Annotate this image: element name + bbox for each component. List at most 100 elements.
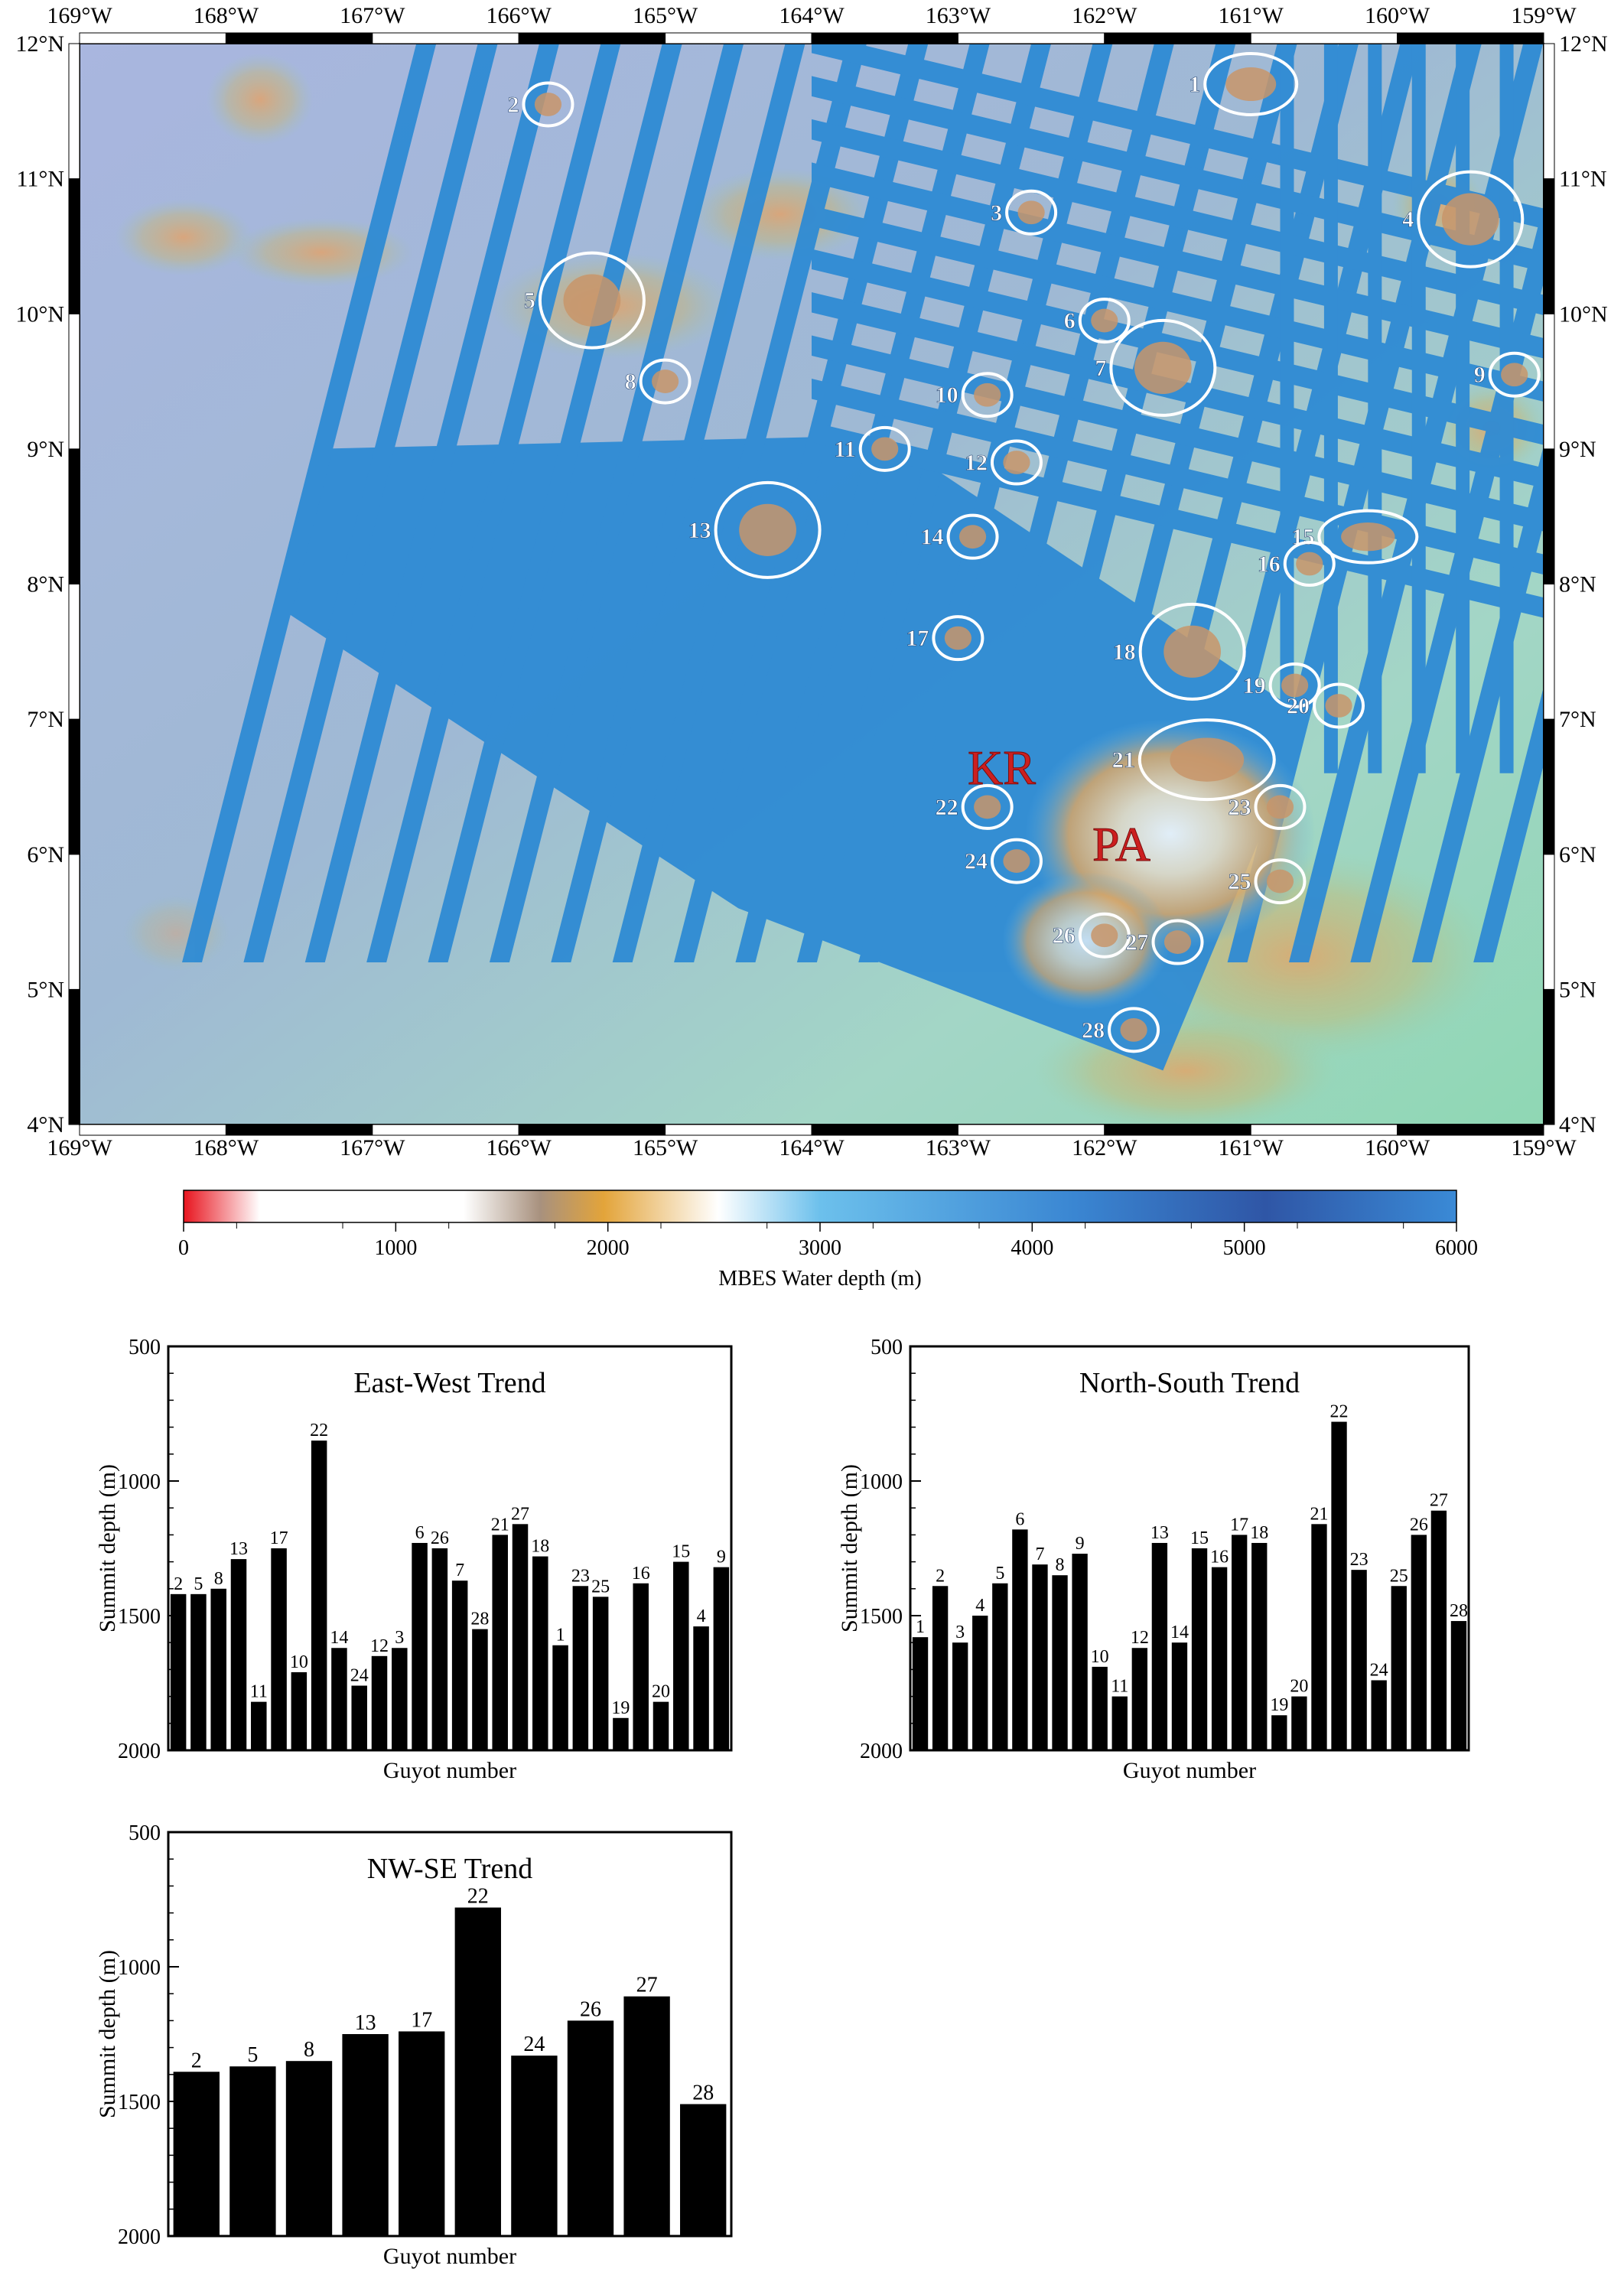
border-segment [225,1124,373,1136]
guyot-summit [1281,673,1309,698]
bar [342,2034,389,2236]
y-tick-label: 1000 [860,1470,903,1494]
bar-label: 2 [191,2049,202,2072]
bar [567,2020,614,2236]
y-tick-label: 2000 [118,1740,161,1763]
bar-label: 19 [1270,1695,1288,1715]
bar [572,1586,589,1750]
bar-label: 27 [636,1974,658,1997]
lat-tick-label: 10°N [15,301,64,327]
bar [351,1685,367,1750]
bar [1131,1648,1147,1750]
survey-track [1499,44,1514,773]
border-segment [1104,32,1251,44]
border-segment [79,1124,226,1136]
lon-tick-label: 166°W [487,1135,552,1160]
lat-tick-label: 6°N [1559,842,1596,867]
bar-label: 5 [194,1574,203,1594]
x-axis-label: Guyot number [1123,1758,1256,1783]
bar [932,1586,949,1750]
guyot-summit [739,503,796,556]
lon-tick-label: 159°W [1511,1135,1577,1160]
guyot-circle [1417,170,1525,269]
bar [1391,1586,1407,1750]
guyot-label: 28 [1082,1017,1105,1043]
central-plateau [1002,719,1316,1010]
bar-label: 10 [290,1652,308,1672]
border-segment [1543,854,1555,990]
guyot-circle [961,372,1014,418]
bar-label: 26 [1410,1515,1428,1535]
lon-tick-label: 166°W [487,3,552,28]
bar [1052,1575,1068,1750]
y-axis-label: Summit depth (m) [95,1950,120,2118]
lon-tick-label: 159°W [1511,3,1577,28]
bar-label: 16 [632,1564,650,1584]
bar-label: 2 [936,1566,945,1586]
bar-label: 20 [652,1682,670,1702]
guyot-circle [1488,351,1541,398]
bar [1032,1564,1048,1750]
lat-tick-label: 5°N [1559,977,1596,1002]
bar-label: 17 [1230,1515,1248,1535]
lon-tick-label: 169°W [47,1135,112,1160]
survey-track [243,44,498,963]
guyot-label: 13 [688,518,711,543]
bar [512,1524,529,1750]
bar [431,1548,448,1750]
guyot-summits [534,67,1528,1042]
guyot-summit [974,795,1001,819]
bar [451,1580,468,1750]
y-tick-label: 500 [129,1336,161,1359]
border-segment [811,1124,958,1136]
bar-label: 4 [697,1606,706,1626]
border-segment [68,178,80,314]
guyot-label: 18 [1113,640,1136,665]
lon-tick-label: 162°W [1072,3,1137,28]
lat-tick-label: 8°N [1559,572,1596,597]
guyot-label: 9 [1474,363,1486,388]
guyot-label: 25 [1228,869,1251,894]
guyot-summit [974,382,1001,407]
survey-track [812,44,1544,229]
guyot-label: 26 [1053,923,1076,949]
border-segment [1543,448,1555,584]
border-segment [1543,584,1555,720]
guyot-label: 16 [1258,552,1281,577]
bar-label: 15 [1190,1528,1209,1548]
bar-label: 17 [270,1528,288,1548]
border-segment [811,32,958,44]
y-tick-label: 1500 [860,1605,903,1629]
bar [285,2061,333,2236]
survey-track [796,44,1052,963]
bar [653,1701,669,1750]
bar [1371,1680,1387,1750]
guyot-circle [1254,783,1307,830]
survey-track [1368,44,1382,773]
guyot-summit [652,369,679,393]
guyot-circle [522,81,574,128]
bar-label: 18 [1250,1523,1268,1543]
guyot-label: 22 [936,795,958,820]
bar [633,1583,649,1750]
bar [1111,1696,1128,1750]
border-segment [1543,178,1555,314]
bar-label: 6 [415,1523,425,1543]
lat-tick-label: 4°N [27,1112,64,1138]
guyot-circle [639,358,692,405]
border-segment [372,32,519,44]
lon-labels-top: 169°W 168°W 167°W 166°W 165°W 164°W 163°W 162°W… [47,3,1577,28]
bar-label: 10 [1091,1647,1109,1667]
bar-label: 11 [250,1682,268,1702]
bar-label: 21 [491,1515,509,1535]
lat-tick-label: 9°N [1559,437,1596,462]
lon-tick-label: 167°W [340,1135,405,1160]
bar [552,1645,568,1750]
guyot-summit [944,626,971,650]
guyot-label: 20 [1287,693,1310,718]
y-axis-label: Summit depth (m) [95,1464,120,1632]
chart-title: North-South Trend [1079,1367,1300,1399]
chart-title: East-West Trend [353,1367,545,1399]
border-segment [1543,43,1555,180]
bar [613,1717,629,1750]
